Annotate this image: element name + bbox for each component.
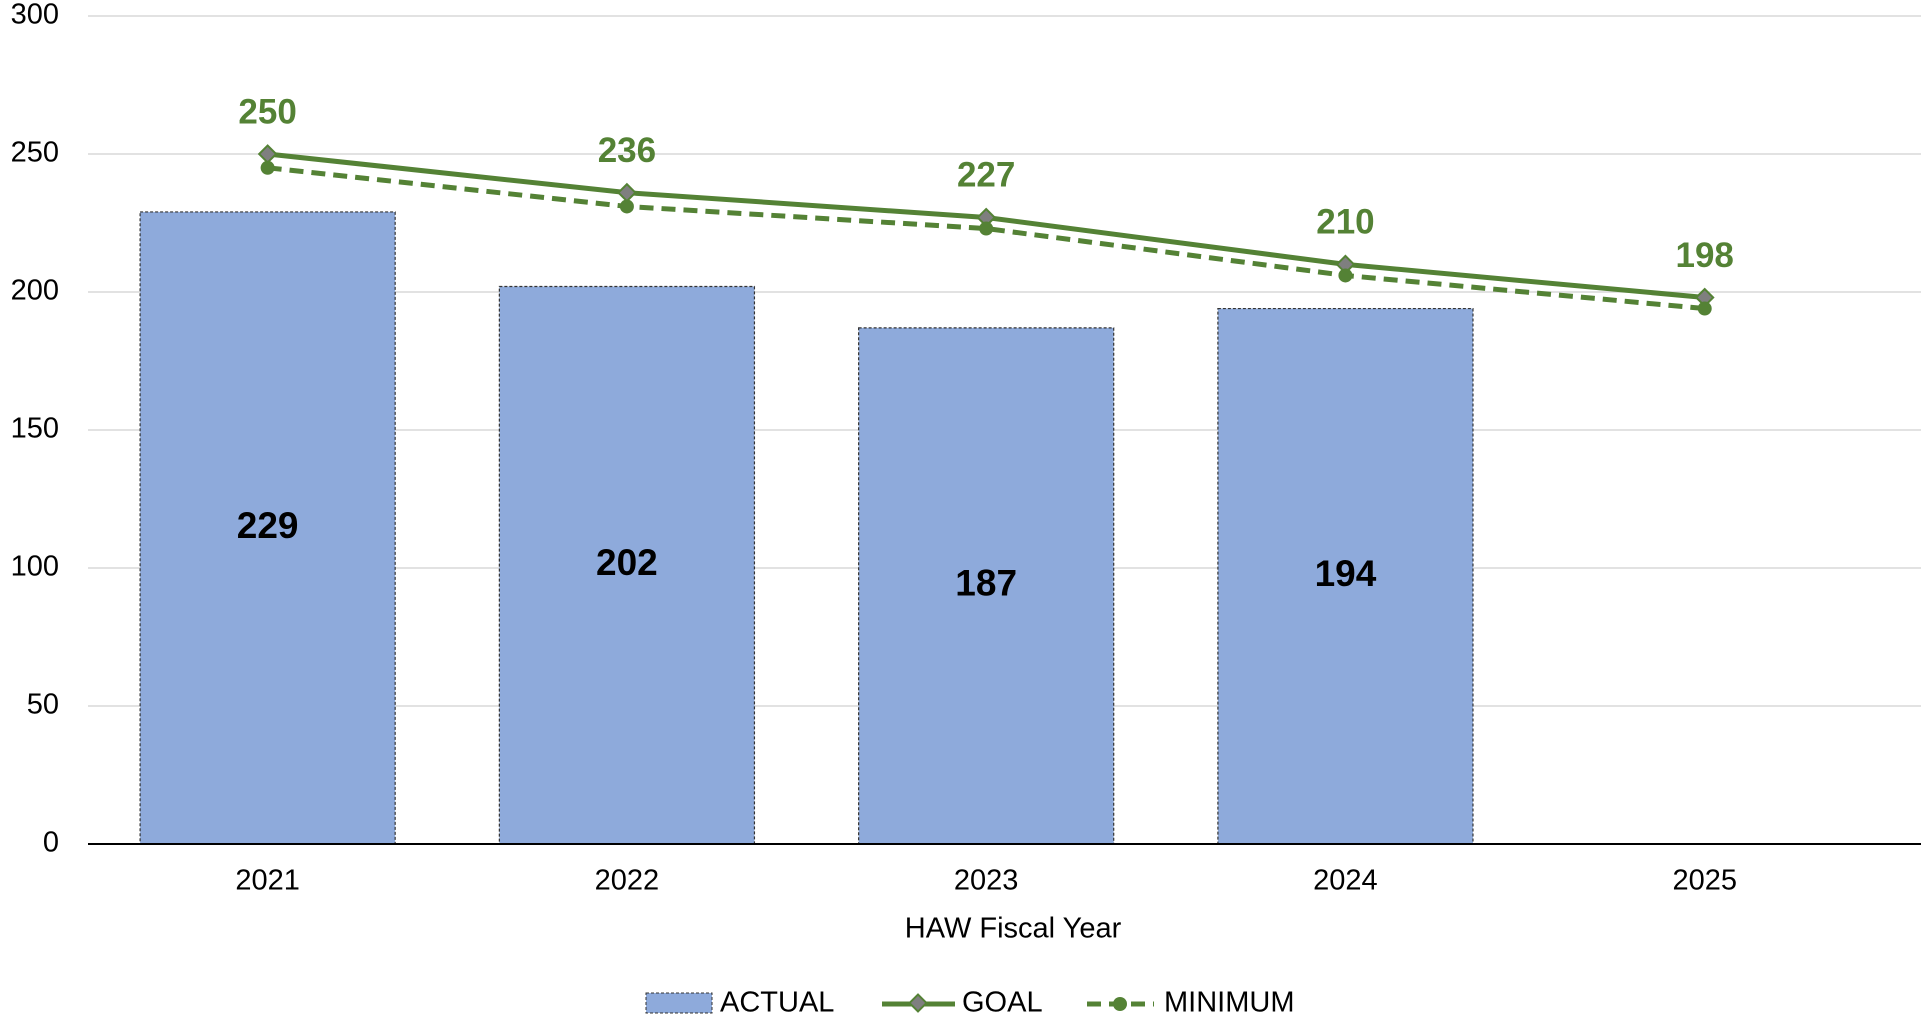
marker xyxy=(257,144,278,164)
y-tick-label: 100 xyxy=(11,551,59,583)
y-tick-label: 150 xyxy=(11,413,59,445)
legend-swatch xyxy=(645,992,713,1014)
bar xyxy=(139,211,396,845)
marker xyxy=(260,160,275,175)
legend-marker xyxy=(1113,997,1127,1011)
data-label: 250 xyxy=(238,92,296,131)
marker xyxy=(617,182,637,203)
data-label: 236 xyxy=(598,131,656,170)
legend-marker xyxy=(908,993,928,1013)
data-label: 202 xyxy=(596,542,658,583)
marker xyxy=(976,207,997,228)
bar xyxy=(858,327,1115,845)
x-tick-label: 2025 xyxy=(1672,865,1737,897)
x-tick-label: 2022 xyxy=(595,865,660,897)
y-tick-label: 200 xyxy=(11,275,59,307)
y-tick-label: 250 xyxy=(11,137,59,169)
marker xyxy=(1338,268,1353,283)
marker xyxy=(979,221,994,236)
marker xyxy=(1335,254,1356,275)
legend: ACTUAL GOAL MINIMUM xyxy=(645,987,1294,1019)
data-label: 198 xyxy=(1676,236,1734,275)
data-label: 210 xyxy=(1316,203,1374,242)
y-tick-label: 0 xyxy=(43,827,59,859)
data-label: 194 xyxy=(1315,553,1377,594)
data-label: 187 xyxy=(955,563,1017,604)
x-tick-label: 2023 xyxy=(954,865,1019,897)
legend-label: GOAL xyxy=(962,987,1043,1019)
data-label: 227 xyxy=(957,156,1015,195)
x-axis-title: HAW Fiscal Year xyxy=(905,913,1122,945)
legend-label: MINIMUM xyxy=(1164,987,1294,1019)
y-tick-label: 50 xyxy=(27,689,59,721)
y-tick-label: 300 xyxy=(11,0,59,31)
marker xyxy=(1694,287,1715,308)
x-tick-label: 2024 xyxy=(1313,865,1378,897)
bar xyxy=(498,285,756,845)
x-tick-label: 2021 xyxy=(235,865,300,897)
legend-label: ACTUAL xyxy=(720,987,834,1019)
data-label: 229 xyxy=(237,505,299,546)
marker xyxy=(1697,301,1712,316)
bar xyxy=(1217,307,1474,845)
marker xyxy=(619,199,634,214)
